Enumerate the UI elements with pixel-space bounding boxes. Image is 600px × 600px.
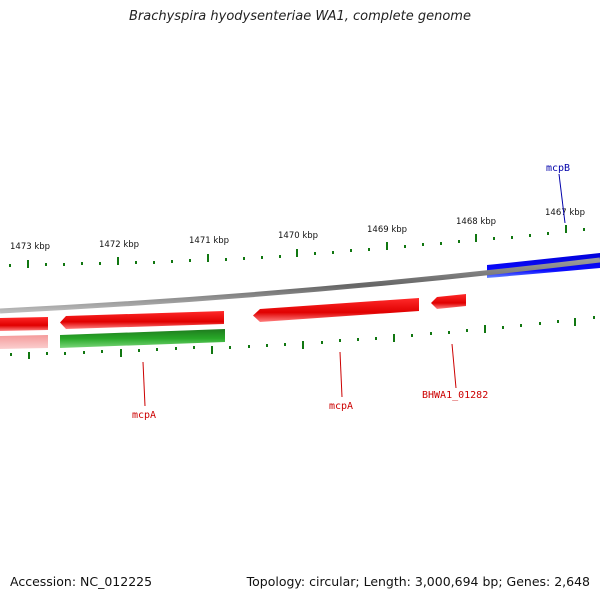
gene-red-left-edge[interactable] — [0, 317, 48, 331]
gene-faded-left-edge[interactable] — [0, 335, 48, 349]
label-mcpB[interactable]: mcpB — [546, 163, 570, 174]
genome-backbone — [0, 257, 600, 314]
tick-label-1472: 1472 kbp — [99, 240, 139, 250]
accession-text: Accession: NC_012225 — [10, 574, 153, 589]
label-BHWA1-01282[interactable]: BHWA1_01282 — [422, 390, 488, 401]
gene-mcpA-2[interactable] — [253, 298, 419, 322]
tick-label-1473: 1473 kbp — [10, 242, 50, 252]
genome-summary-text: Topology: circular; Length: 3,000,694 bp… — [246, 574, 590, 589]
leader-mcpA-1 — [142, 361, 146, 407]
tick-label-1469: 1469 kbp — [367, 225, 407, 235]
leader-mcpB — [558, 173, 566, 224]
gene-green-reverse[interactable] — [60, 329, 225, 348]
kbp-scale-labels: 1473 kbp 1472 kbp 1471 kbp 1470 kbp 1469… — [10, 208, 585, 252]
leader-BHWA1-01282 — [451, 343, 457, 389]
upper-tick-track — [9, 225, 585, 268]
tick-label-1468: 1468 kbp — [456, 217, 496, 227]
tick-label-1471: 1471 kbp — [189, 236, 229, 246]
gene-BHWA1-01282[interactable] — [431, 294, 466, 309]
leader-mcpA-2 — [339, 351, 343, 398]
gene-mcpA-1[interactable] — [60, 311, 224, 329]
tick-label-1470: 1470 kbp — [278, 231, 318, 241]
tick-label-1467: 1467 kbp — [545, 208, 585, 218]
label-mcpA-1[interactable]: mcpA — [132, 410, 156, 421]
lower-tick-track — [10, 316, 595, 359]
label-mcpA-2[interactable]: mcpA — [329, 401, 353, 412]
genome-title: Brachyspira hyodysenteriae WA1, complete… — [129, 9, 471, 24]
